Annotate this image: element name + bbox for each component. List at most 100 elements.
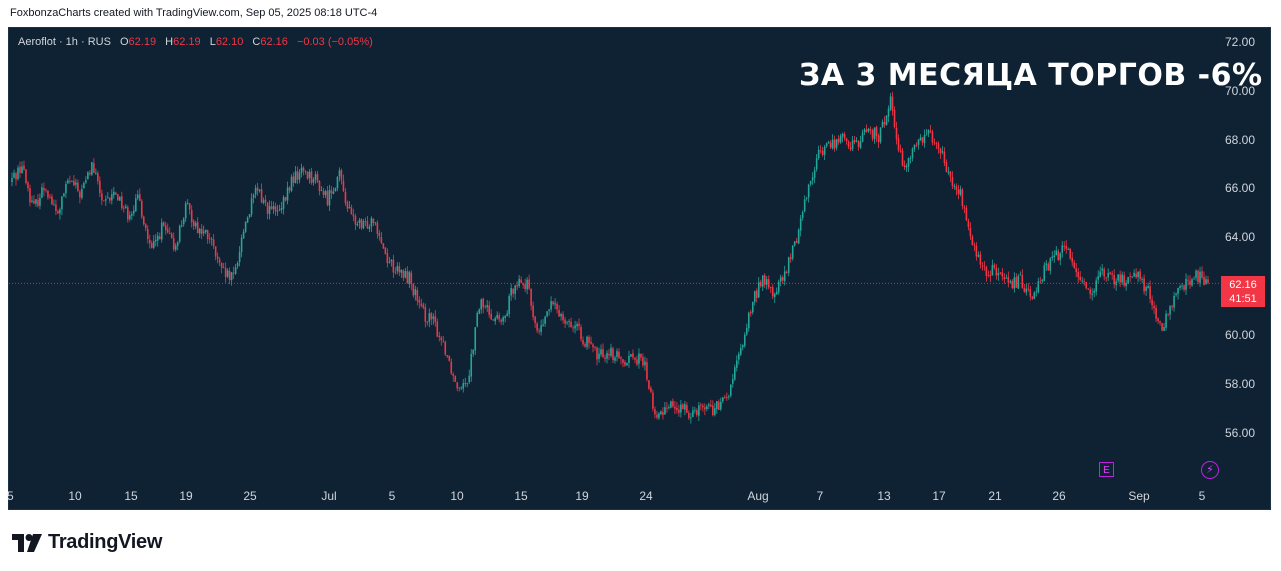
candle-body [1063, 245, 1066, 247]
candle-body [37, 199, 39, 207]
candle-body [670, 401, 672, 408]
candle-body [440, 337, 443, 341]
candle-body [93, 163, 95, 173]
time-tick-label: 17 [932, 489, 946, 503]
change-value: −0.03 (−0.05%) [296, 36, 373, 48]
candle-body [1089, 289, 1091, 294]
candle-body [109, 197, 111, 201]
candle-body [492, 319, 494, 321]
candle-body [170, 233, 173, 239]
candle-body [1051, 256, 1054, 258]
candle-body [859, 141, 862, 148]
candle-body [25, 169, 27, 183]
candle-body [322, 191, 325, 195]
candle-body [318, 180, 321, 192]
candle-body [1161, 323, 1163, 331]
candle-body [290, 176, 293, 191]
candle-body [334, 187, 337, 192]
candle-body [300, 167, 303, 173]
candle-body [326, 190, 329, 205]
candle-body [522, 283, 524, 285]
time-tick-label: 21 [988, 489, 1002, 503]
candle-body [540, 325, 542, 332]
candle-body [823, 146, 826, 155]
candle-body [438, 335, 441, 338]
time-tick-label: 13 [877, 489, 891, 503]
candle-body [474, 327, 477, 351]
candle-body [1145, 287, 1147, 291]
candle-body [23, 165, 25, 170]
candle-body [1157, 318, 1159, 322]
candle-body [865, 129, 868, 132]
candle-body [803, 199, 806, 212]
candle-body [1171, 306, 1173, 308]
candle-body [134, 198, 137, 212]
price-tick-label: 68.00 [1225, 132, 1256, 147]
chart-panel[interactable]: Aeroflot · 1h · RUS O62.19 H62.19 L62.10… [7, 27, 1271, 510]
candle-body [372, 218, 375, 224]
candle-body [817, 149, 820, 159]
candle-body [436, 321, 439, 337]
candle-body [490, 313, 492, 320]
candle-body [382, 243, 385, 249]
candle-body [1125, 282, 1127, 287]
candle-body [338, 170, 341, 177]
candle-body [1117, 274, 1119, 281]
candle-body [542, 324, 544, 326]
candle-body [821, 150, 824, 156]
candle-body [618, 351, 620, 358]
candle-body [402, 270, 405, 278]
candle-body [737, 353, 740, 360]
flash-icon[interactable]: ⚡ [1201, 461, 1219, 479]
candle-body [688, 412, 690, 419]
candle-body [79, 191, 81, 198]
candle-body [442, 340, 445, 342]
candle-body [771, 287, 774, 297]
candle-body [1189, 280, 1191, 285]
price-tick-label: 66.00 [1225, 181, 1256, 196]
candle-body [716, 401, 718, 410]
candle-body [17, 167, 19, 180]
candle-body [1049, 258, 1052, 271]
candle-body [925, 134, 928, 136]
candle-body [394, 271, 397, 273]
time-tick-label: 7 [816, 489, 824, 503]
candle-body [1147, 285, 1149, 289]
candle-body [773, 293, 776, 297]
candle-body [1203, 276, 1205, 285]
candle-body [927, 129, 930, 135]
candle-body [965, 208, 968, 221]
candle-body [324, 191, 327, 196]
candle-body [129, 215, 131, 220]
candle-body [763, 275, 766, 285]
candle-body [274, 206, 277, 212]
candle-body [452, 373, 455, 376]
candle-body [314, 174, 317, 180]
candle-body [869, 129, 872, 131]
candle-body [242, 231, 245, 239]
candle-body [95, 172, 97, 174]
candle-body [1053, 255, 1056, 258]
candle-body [132, 210, 135, 214]
candle-body [592, 344, 594, 348]
candle-body [785, 272, 788, 274]
candle-body [797, 229, 800, 244]
candle-body [488, 305, 491, 315]
candle-body [861, 132, 864, 142]
candle-body [827, 141, 830, 144]
candle-body [500, 319, 502, 322]
candle-body [690, 417, 692, 419]
candle-body [484, 306, 487, 308]
candle-body [610, 347, 612, 356]
candle-body [993, 264, 996, 268]
candle-body [97, 173, 99, 182]
earnings-icon[interactable]: E [1099, 462, 1114, 477]
candle-body [113, 191, 115, 196]
candle-body [959, 188, 962, 195]
candle-body [578, 323, 580, 327]
candle-body [466, 382, 469, 384]
symbol-name[interactable]: Aeroflot · 1h · RUS [18, 36, 111, 48]
candle-body [406, 271, 409, 284]
tradingview-logo[interactable]: TradingView [12, 531, 162, 554]
price-chart[interactable] [9, 28, 1270, 509]
